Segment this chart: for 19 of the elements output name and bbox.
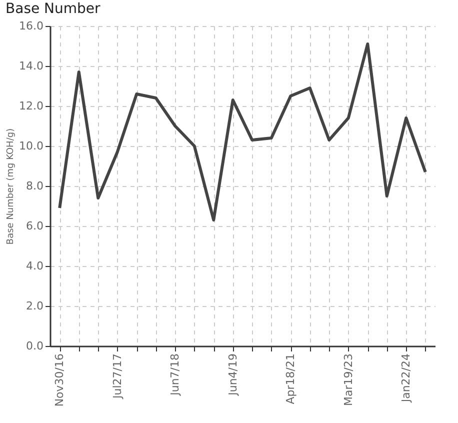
y-tick-label: 8.0 <box>26 180 44 192</box>
y-tick-label: 2.0 <box>26 300 44 312</box>
y-tick-label: 12.0 <box>19 100 44 112</box>
y-axis-title: Base Number (mg KOH/g) <box>6 128 16 245</box>
y-tick-label: 14.0 <box>19 60 44 72</box>
x-tick-label: Jan22/24 <box>400 354 413 404</box>
y-tick-label: 6.0 <box>26 220 44 232</box>
x-tick-label: Apr18/21 <box>284 354 298 404</box>
y-tick-label: 4.0 <box>26 260 44 272</box>
x-tick-label: Jul27/17 <box>110 354 124 400</box>
x-tick-label: Mar19/23 <box>342 354 355 406</box>
y-tick-label: 16.0 <box>19 20 44 32</box>
y-tick-label: 0.0 <box>26 340 44 352</box>
y-tick-label: 10.0 <box>19 140 44 152</box>
x-tick-label: Jun7/18 <box>168 354 182 396</box>
x-tick-label: Jun4/19 <box>226 354 240 396</box>
line-series <box>58 42 427 222</box>
chart-title: Base Number <box>6 1 101 17</box>
x-tick-label: Nov30/16 <box>53 354 66 407</box>
